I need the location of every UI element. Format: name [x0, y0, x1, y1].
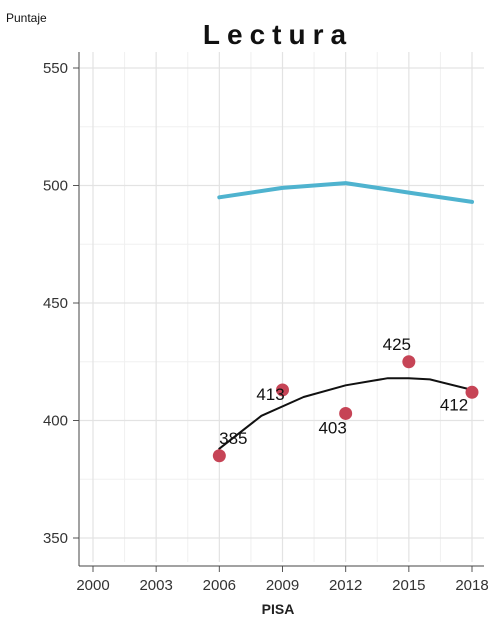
grid-lines	[80, 52, 484, 562]
y-tick-label-450: 450	[43, 295, 68, 312]
data-point-2009	[276, 383, 289, 397]
y-axis-title: Puntaje	[6, 11, 47, 25]
x-tick-label-2015: 2015	[392, 577, 425, 594]
data-point-2015	[402, 355, 416, 369]
chart-title: Lectura	[203, 19, 353, 50]
plot-panel	[78, 48, 484, 566]
data-label-2009: 413	[256, 385, 284, 404]
x-tick-label-2012: 2012	[329, 577, 362, 594]
x-tick-label-2006: 2006	[203, 577, 236, 594]
x-tick-label-2018: 2018	[455, 577, 488, 594]
data-point-2012	[339, 406, 353, 420]
tick-labels: 350 400 450 500 550 2000 2003 2006 2009 2012 2015 2…	[43, 52, 489, 594]
data-label-2012: 403	[318, 418, 346, 437]
x-axis-title: PISA	[262, 601, 295, 617]
y-tick-label-550: 550	[43, 60, 68, 77]
y-tick-label-500: 500	[43, 178, 68, 195]
series-line-upper	[217, 181, 474, 204]
y-tick-label-400: 400	[43, 413, 68, 430]
series-layer: 385 413 403 425 412	[212, 181, 479, 463]
data-point-2018	[465, 385, 479, 399]
data-label-2018: 412	[440, 395, 468, 414]
x-tick-label-2003: 2003	[139, 577, 172, 594]
trend-curve	[218, 377, 473, 450]
data-label-2006: 385	[219, 429, 247, 448]
y-tick-label-350: 350	[43, 530, 68, 547]
x-tick-label-2009: 2009	[266, 577, 299, 594]
data-point-2006	[212, 449, 226, 463]
data-label-2015: 425	[383, 335, 411, 354]
x-tick-label-2000: 2000	[76, 577, 109, 594]
